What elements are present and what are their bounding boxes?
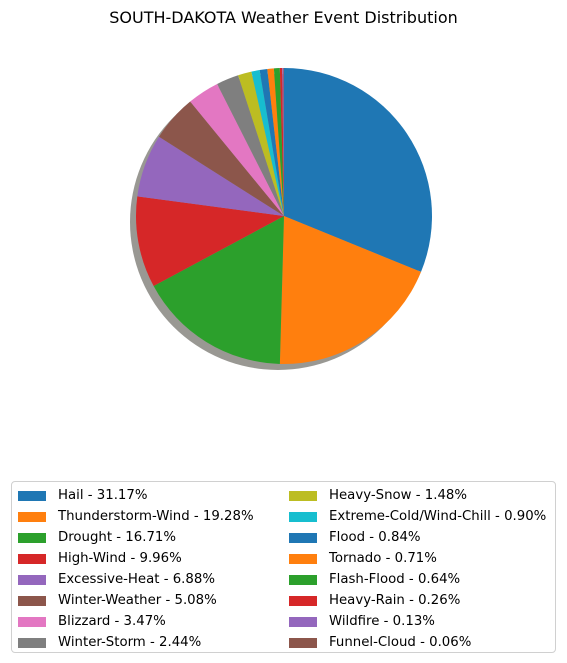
legend-swatch [289,595,317,606]
pie-slice-heavy-rain [279,68,284,216]
pie-chart [130,67,433,370]
legend-swatch [18,553,46,564]
legend-swatch [289,553,317,564]
legend-swatch [289,511,317,522]
legend-swatch [18,532,46,543]
pie-slice-winter-weather [159,101,284,216]
legend-item: Heavy-Snow - 1.48% [289,485,467,506]
legend-label: Wildfire - 0.13% [329,614,435,629]
legend-swatch [289,532,317,543]
legend-label: Extreme-Cold/Wind-Chill - 0.90% [329,509,547,524]
legend-item: Funnel-Cloud - 0.06% [289,632,471,653]
legend-item: Flood - 0.84% [289,527,421,548]
legend-item: Wildfire - 0.13% [289,611,435,632]
legend-label: Funnel-Cloud - 0.06% [329,635,472,650]
pie-slice-high-wind [135,196,284,287]
legend-swatch [289,490,317,501]
legend-label: Blizzard - 3.47% [58,614,166,629]
legend-item: Winter-Weather - 5.08% [18,590,217,611]
legend-label: Flood - 0.84% [329,530,421,545]
legend-swatch [18,637,46,648]
pie-slice-flash-flood [273,68,284,216]
legend-label: Winter-Storm - 2.44% [58,635,202,650]
legend-label: Hail - 31.17% [58,488,148,503]
pie-slice-thunderstorm-wind [279,216,422,364]
legend-item: Extreme-Cold/Wind-Chill - 0.90% [289,506,546,527]
pie-slice-drought [153,216,284,364]
legend-item: High-Wind - 9.96% [18,548,182,569]
legend-swatch [18,595,46,606]
pie-slice-heavy-snow [238,71,284,217]
legend-label: High-Wind - 9.96% [58,551,182,566]
legend-swatch [289,637,317,648]
legend-label: Thunderstorm-Wind - 19.28% [58,509,254,524]
legend-label: Tornado - 0.71% [329,551,437,566]
pie-slice-flood [259,68,284,216]
legend-label: Winter-Weather - 5.08% [58,593,217,608]
legend-label: Flash-Flood - 0.64% [329,572,461,587]
legend-label: Drought - 16.71% [58,530,177,545]
legend-item: Thunderstorm-Wind - 19.28% [18,506,254,527]
legend-item: Hail - 31.17% [18,485,148,506]
legend-item: Excessive-Heat - 6.88% [18,569,215,590]
pie-slice-wildfire [282,68,284,216]
chart-title: SOUTH-DAKOTA Weather Event Distribution [109,8,458,27]
legend-swatch [289,574,317,585]
legend-label: Heavy-Rain - 0.26% [329,593,461,608]
pie-slice-excessive-heat [137,136,284,216]
pie-slice-tornado [267,68,284,216]
legend-swatch [18,574,46,585]
pie-slice-winter-storm [217,75,284,216]
legend-item: Flash-Flood - 0.64% [289,569,460,590]
legend-item: Tornado - 0.71% [289,548,437,569]
legend-swatch [18,616,46,627]
legend-swatch [18,511,46,522]
pie-slice-funnel-cloud [283,67,284,217]
pie-slice-hail [284,68,433,272]
legend-swatch [18,490,46,501]
pie-slice-extreme-cold-wind-chill [251,70,284,216]
pie-slices [135,67,433,364]
legend-label: Heavy-Snow - 1.48% [329,488,468,503]
legend-item: Drought - 16.71% [18,527,176,548]
legend-item: Heavy-Rain - 0.26% [289,590,460,611]
legend: Hail - 31.17% Thunderstorm-Wind - 19.28% D… [11,481,556,653]
legend-item: Winter-Storm - 2.44% [18,632,201,653]
pie-slice-blizzard [190,83,284,217]
legend-item: Blizzard - 3.47% [18,611,166,632]
legend-label: Excessive-Heat - 6.88% [58,572,215,587]
legend-swatch [289,616,317,627]
